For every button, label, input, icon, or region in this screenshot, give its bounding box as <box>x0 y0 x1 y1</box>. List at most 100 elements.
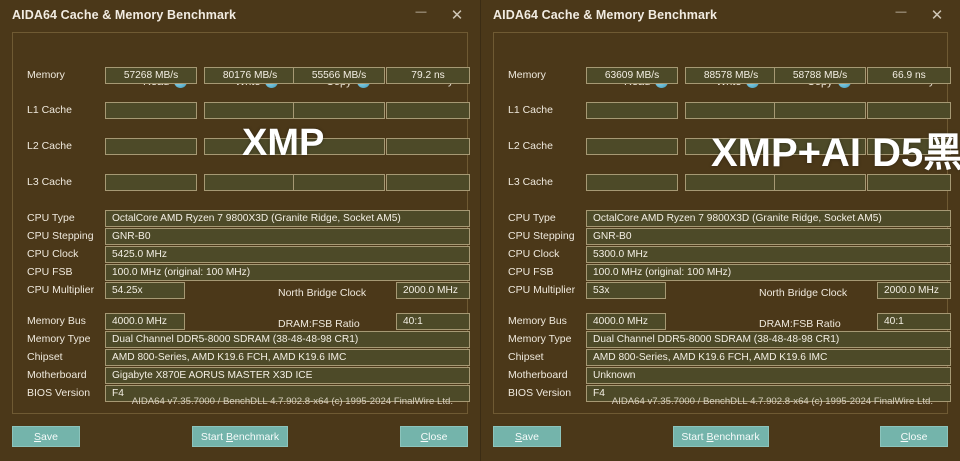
table-row: L3 Cache <box>13 173 470 191</box>
cpu-stepping-row: CPU Stepping GNR-B0 <box>494 227 951 245</box>
table-row: Memory 63609 MB/s 88578 MB/s 58788 MB/s … <box>494 66 951 84</box>
cpu-stepping-field[interactable]: GNR-B0 <box>105 227 470 245</box>
motherboard-label: Motherboard <box>27 369 87 381</box>
motherboard-row: Motherboard Gigabyte X870E AORUS MASTER … <box>13 366 470 384</box>
north-bridge-clock-field[interactable]: 2000.0 MHz <box>396 281 470 299</box>
l2-latency-field[interactable] <box>867 137 951 155</box>
north-bridge-clock-field[interactable]: 2000.0 MHz <box>877 281 951 299</box>
bios-version-field[interactable]: F4 <box>105 384 470 402</box>
cpu-clock-label: CPU Clock <box>508 248 560 260</box>
close-icon[interactable]: ✕ <box>450 6 464 24</box>
l2-write-field[interactable] <box>685 137 777 155</box>
l2-read-field[interactable] <box>586 137 678 155</box>
window-controls: — ✕ <box>404 0 474 30</box>
cpu-fsb-field[interactable]: 100.0 MHz (original: 100 MHz) <box>586 263 951 281</box>
chipset-field[interactable]: AMD 800-Series, AMD K19.6 FCH, AMD K19.6… <box>586 348 951 366</box>
cpu-type-field[interactable]: OctalCore AMD Ryzen 7 9800X3D (Granite R… <box>586 209 951 227</box>
start-benchmark-button[interactable]: Start Benchmark <box>672 426 769 447</box>
table-row: L3 Cache <box>494 173 951 191</box>
start-benchmark-button[interactable]: Start Benchmark <box>192 426 288 447</box>
memory-type-field[interactable]: Dual Channel DDR5-8000 SDRAM (38-48-48-9… <box>105 330 470 348</box>
dram-fsb-ratio-field[interactable]: 40:1 <box>396 312 470 330</box>
memory-type-row: Memory Type Dual Channel DDR5-8000 SDRAM… <box>13 330 470 348</box>
cpu-clock-label: CPU Clock <box>27 248 79 260</box>
memory-latency-field[interactable]: 79.2 ns <box>386 66 470 84</box>
table-row: L2 Cache <box>494 137 951 155</box>
title-bar: AIDA64 Cache & Memory Benchmark — ✕ <box>481 0 960 30</box>
memory-bus-row: Memory Bus 4000.0 MHz DRAM:FSB Ratio 40:… <box>494 312 951 330</box>
bios-version-row: BIOS Version F4 <box>13 384 470 402</box>
bios-version-row: BIOS Version F4 <box>494 384 951 402</box>
cpu-clock-field[interactable]: 5425.0 MHz <box>105 245 470 263</box>
cpu-multiplier-field[interactable]: 54.25x <box>105 281 185 299</box>
dram-fsb-ratio-label: DRAM:FSB Ratio <box>278 318 360 330</box>
cpu-fsb-row: CPU FSB 100.0 MHz (original: 100 MHz) <box>13 263 470 281</box>
l2-copy-field[interactable] <box>774 137 866 155</box>
minimize-icon[interactable]: — <box>415 6 427 18</box>
cpu-multiplier-field[interactable]: 53x <box>586 281 666 299</box>
save-button[interactable]: Save <box>12 426 80 447</box>
l2-write-field[interactable] <box>204 137 296 155</box>
row-label: L3 Cache <box>508 176 553 188</box>
chipset-field[interactable]: AMD 800-Series, AMD K19.6 FCH, AMD K19.6… <box>105 348 470 366</box>
l3-read-field[interactable] <box>586 173 678 191</box>
l1-copy-field[interactable] <box>293 101 385 119</box>
cpu-fsb-label: CPU FSB <box>27 266 73 278</box>
l3-latency-field[interactable] <box>386 173 470 191</box>
memory-write-field[interactable]: 88578 MB/s <box>685 66 777 84</box>
title-bar: AIDA64 Cache & Memory Benchmark — ✕ <box>0 0 480 30</box>
version-footer: AIDA64 v7.35.7000 / BenchDLL 4.7.902.8-x… <box>611 396 933 407</box>
cpu-type-field[interactable]: OctalCore AMD Ryzen 7 9800X3D (Granite R… <box>105 209 470 227</box>
chipset-label: Chipset <box>508 351 544 363</box>
north-bridge-clock-label: North Bridge Clock <box>278 287 367 299</box>
l2-latency-field[interactable] <box>386 137 470 155</box>
cpu-multiplier-label: CPU Multiplier <box>508 284 576 296</box>
dram-fsb-ratio-field[interactable]: 40:1 <box>877 312 951 330</box>
window-title: AIDA64 Cache & Memory Benchmark <box>12 8 237 22</box>
cpu-clock-field[interactable]: 5300.0 MHz <box>586 245 951 263</box>
close-icon[interactable]: ✕ <box>930 6 944 24</box>
motherboard-field[interactable]: Gigabyte X870E AORUS MASTER X3D ICE <box>105 366 470 384</box>
memory-read-field[interactable]: 63609 MB/s <box>586 66 678 84</box>
l3-write-field[interactable] <box>685 173 777 191</box>
memory-bus-field[interactable]: 4000.0 MHz <box>586 312 666 330</box>
l1-latency-field[interactable] <box>386 101 470 119</box>
aida64-window-right: AIDA64 Cache & Memory Benchmark — ✕ Read… <box>480 0 960 461</box>
save-button[interactable]: Save <box>493 426 561 447</box>
l3-write-field[interactable] <box>204 173 296 191</box>
l2-read-field[interactable] <box>105 137 197 155</box>
l2-copy-field[interactable] <box>293 137 385 155</box>
cpu-stepping-label: CPU Stepping <box>508 230 575 242</box>
button-bar: Save Start Benchmark Close <box>493 426 948 448</box>
memory-read-field[interactable]: 57268 MB/s <box>105 66 197 84</box>
cpu-multiplier-label: CPU Multiplier <box>27 284 95 296</box>
cpu-fsb-label: CPU FSB <box>508 266 554 278</box>
minimize-icon[interactable]: — <box>895 6 907 18</box>
l1-latency-field[interactable] <box>867 101 951 119</box>
memory-write-field[interactable]: 80176 MB/s <box>204 66 296 84</box>
bios-version-field[interactable]: F4 <box>586 384 951 402</box>
close-button[interactable]: Close <box>400 426 468 447</box>
memory-type-field[interactable]: Dual Channel DDR5-8000 SDRAM (38-48-48-9… <box>586 330 951 348</box>
l1-write-field[interactable] <box>204 101 296 119</box>
cpu-fsb-field[interactable]: 100.0 MHz (original: 100 MHz) <box>105 263 470 281</box>
l3-copy-field[interactable] <box>774 173 866 191</box>
memory-copy-field[interactable]: 58788 MB/s <box>774 66 866 84</box>
close-button[interactable]: Close <box>880 426 948 447</box>
memory-latency-field[interactable]: 66.9 ns <box>867 66 951 84</box>
l3-read-field[interactable] <box>105 173 197 191</box>
cpu-stepping-field[interactable]: GNR-B0 <box>586 227 951 245</box>
l1-write-field[interactable] <box>685 101 777 119</box>
l1-read-field[interactable] <box>105 101 197 119</box>
l1-read-field[interactable] <box>586 101 678 119</box>
memory-bus-field[interactable]: 4000.0 MHz <box>105 312 185 330</box>
motherboard-field[interactable]: Unknown <box>586 366 951 384</box>
memory-copy-field[interactable]: 55566 MB/s <box>293 66 385 84</box>
l1-copy-field[interactable] <box>774 101 866 119</box>
l3-latency-field[interactable] <box>867 173 951 191</box>
cpu-multiplier-row: CPU Multiplier 53x North Bridge Clock 20… <box>494 281 951 299</box>
memory-bus-label: Memory Bus <box>508 315 567 327</box>
row-label: L2 Cache <box>27 140 72 152</box>
l3-copy-field[interactable] <box>293 173 385 191</box>
